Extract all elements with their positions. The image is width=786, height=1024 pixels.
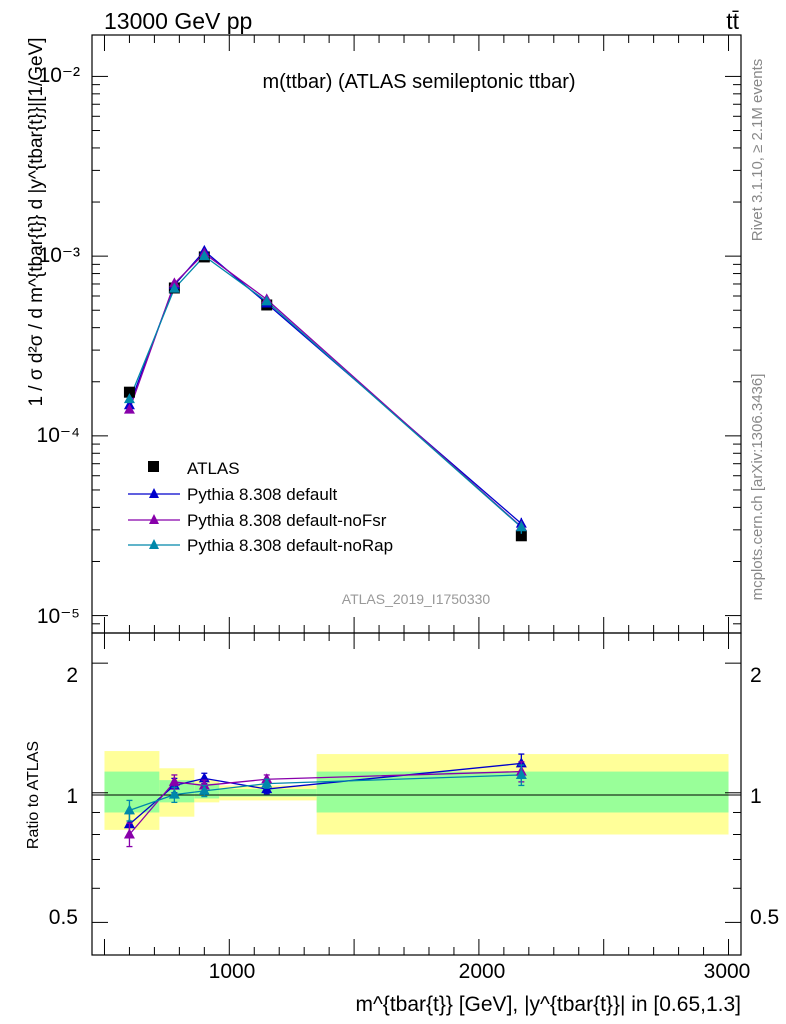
ratio-y-tick-labels-right: 0.5 1 2 [750,664,779,929]
main-y-tick-label: 10⁻² [39,64,80,87]
x-tick-label: 2000 [459,960,506,983]
ratio-series-layer [123,753,527,848]
ratio-y-tick-label-right: 1 [750,785,762,808]
data-point-mc [123,403,135,414]
ratio-point [123,804,135,815]
x-tick-labels: 1000 2000 3000 [209,960,751,983]
data-point-mc [198,250,210,261]
data-point-atlas [123,386,135,398]
ratio-plot-frame [91,632,742,956]
ratio-y-tick-label-right: 2 [750,664,762,687]
main-series-layer [123,244,527,542]
analysis-watermark: ATLAS_2019_I1750330 [342,591,491,607]
ratio-y-tick-label: 2 [66,664,78,687]
rivet-version-label: Rivet 3.1.10, ≥ 2.1M events [749,59,766,242]
data-point-atlas [515,530,527,542]
ratio-point [515,768,527,779]
plot-title: m(ttbar) (ATLAS semileptonic ttbar) [262,71,575,93]
ratio-point [168,775,180,786]
ratio-point [123,828,135,839]
main-y-tick-label: 10⁻³ [39,244,80,267]
x-tick-label: 3000 [704,960,751,983]
main-y-tick-label: 10⁻⁴ [37,424,80,447]
ratio-uncertainty-bands [104,751,729,835]
legend-marker-default [149,488,159,498]
ratio-y-tick-labels-left: 0.5 1 2 [49,664,78,929]
legend-label-default: Pythia 8.308 default [187,485,338,504]
header-process-label: tt̄ [726,8,739,34]
x-axis-label: m^{tbar{t}} [GeV], |y^{tbar{t}}| in [0.6… [355,993,741,1016]
data-point-mc [168,277,180,288]
legend-marker-norap [149,539,159,549]
ratio-point [198,779,210,790]
data-point-mc [168,282,180,293]
legend-marker-nofsr [149,514,159,524]
legend-label-atlas: ATLAS [187,459,240,478]
legend: ATLAS Pythia 8.308 default Pythia 8.308 … [128,459,393,555]
ratio-y-tick-label: 0.5 [49,906,78,929]
ratio-point [168,788,180,799]
legend-label-nofsr: Pythia 8.308 default-noFsr [187,511,387,530]
data-point-mc [123,393,135,404]
x-tick-label: 1000 [209,960,256,983]
main-y-axis-label: 1 / σ d²σ / d m^{tbar{t}} d |y^{tbar{t}}… [26,37,47,406]
data-point-mc [515,521,527,532]
mcplots-credit-label: mcplots.cern.ch [arXiv:1306.3436] [749,374,766,601]
ratio-point [261,777,273,788]
header-energy-label: 13000 GeV pp [104,8,252,34]
ratio-point [198,784,210,795]
ratio-y-axis-label: Ratio to ATLAS [25,741,42,849]
ratio-y-tick-label: 1 [66,785,78,808]
data-point-mc [261,295,273,306]
main-series-line [128,249,522,525]
legend-label-norap: Pythia 8.308 default-noRap [187,536,393,555]
main-y-tick-labels: 10⁻⁵ 10⁻⁴ 10⁻³ 10⁻² [37,64,80,628]
axis-ticks [92,35,741,955]
main-y-tick-label: 10⁻⁵ [37,605,80,628]
legend-marker-atlas [148,461,159,472]
ratio-y-tick-label-right: 0.5 [750,906,779,929]
